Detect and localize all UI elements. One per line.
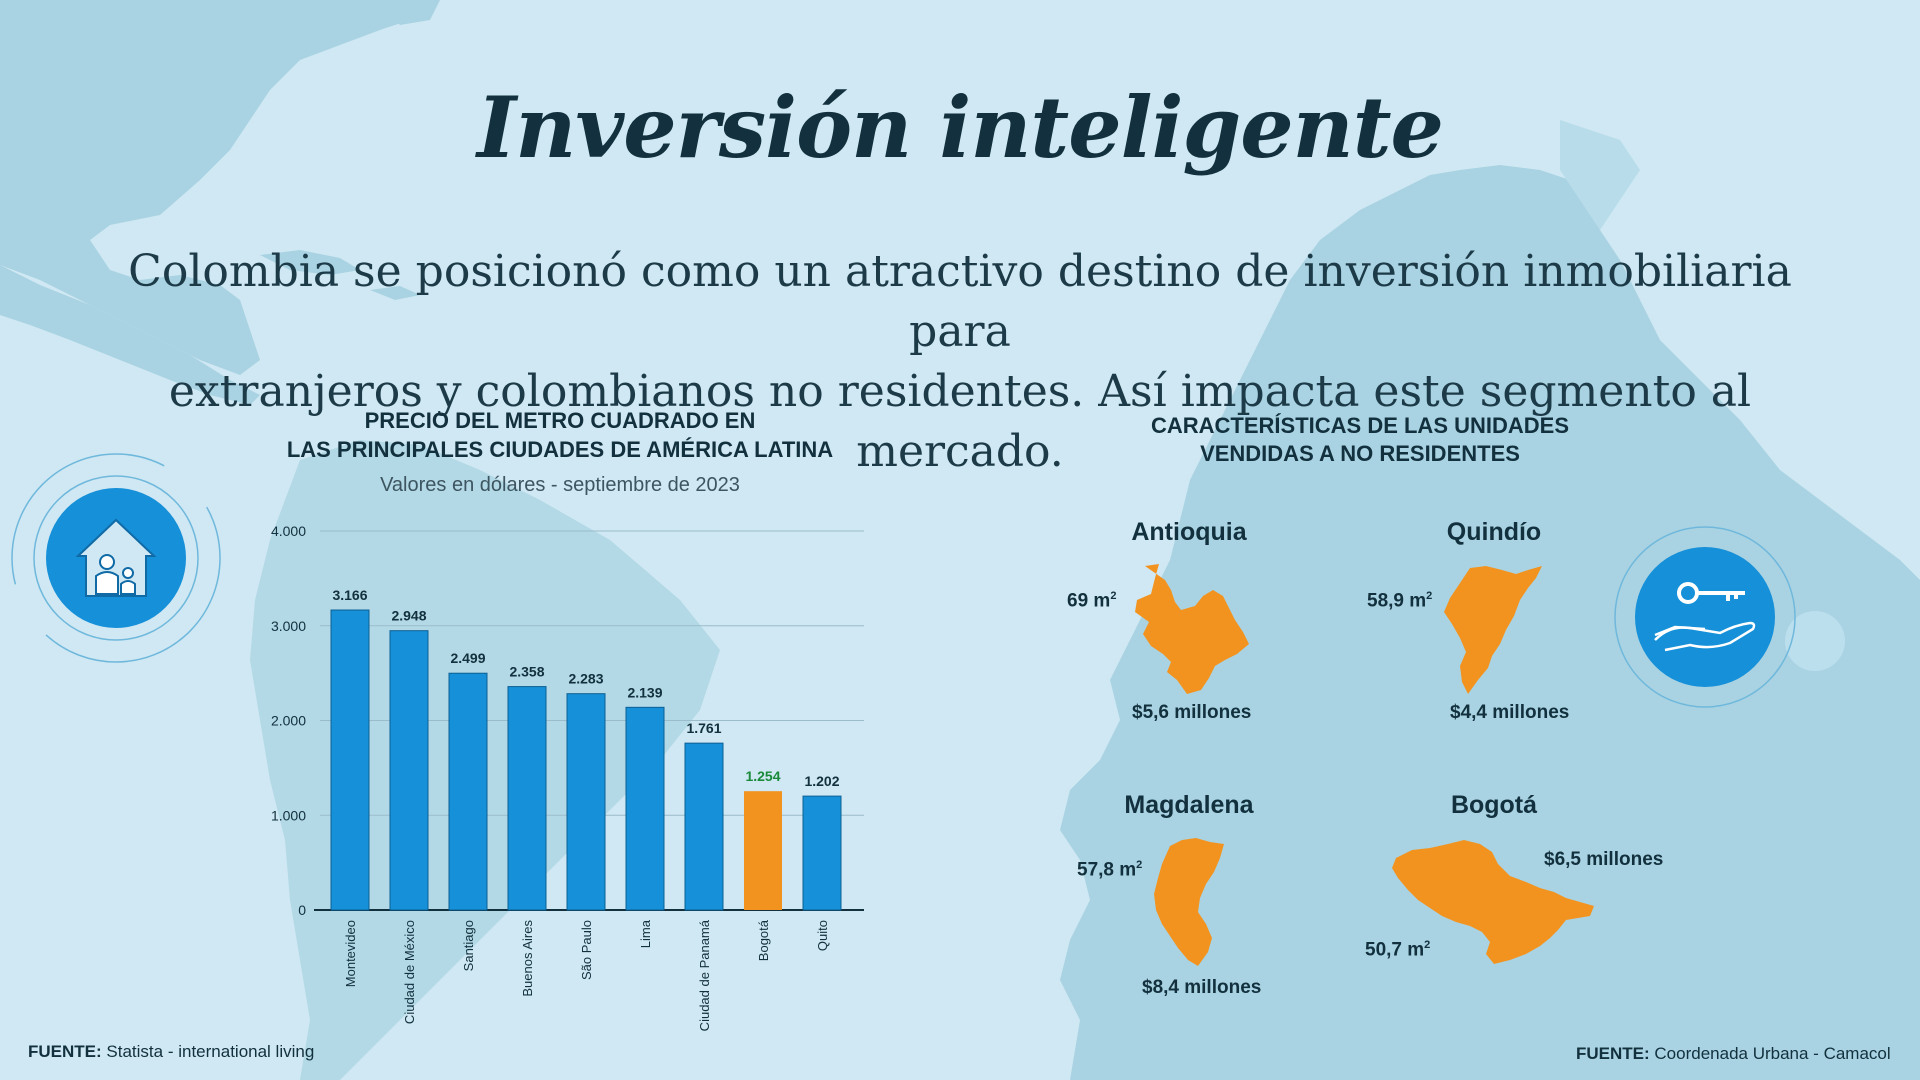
chart-title-line-1: PRECIO DEL METRO CUADRADO EN — [364, 408, 756, 433]
caribbean-island-2 — [370, 286, 420, 300]
quindio-area-value: 58,9 m — [1367, 590, 1427, 612]
region-name-quindio: Quindío — [1446, 518, 1542, 546]
bogota-area-sup: 2 — [1424, 939, 1431, 951]
chart-subtitle: Valores en dólares - septiembre de 2023 — [380, 474, 740, 496]
units-title-line-1: CARACTERÍSTICAS DE LAS UNIDADES — [1150, 413, 1570, 438]
magdalena-area-value: 57,8 m — [1077, 859, 1137, 881]
bogota-shape — [1392, 840, 1594, 964]
magdalena-price: $8,4 millones — [1142, 977, 1262, 998]
quindio-shape — [1444, 566, 1542, 694]
antioquia-area-sup: 2 — [1110, 590, 1117, 602]
caribbean-island — [260, 250, 360, 275]
venezuela-outline — [1560, 120, 1640, 230]
chart-title-line-2: LAS PRINCIPALES CIUDADES DE AMÉRICA LATI… — [286, 437, 834, 462]
chart-source: FUENTE: Statista - international living — [28, 1042, 314, 1062]
units-source-label: FUENTE: — [1576, 1044, 1650, 1063]
key-hand-icon — [1614, 526, 1845, 708]
units-section-title: CARACTERÍSTICAS DE LAS UNIDADES VENDIDAS… — [1100, 412, 1620, 468]
magdalena-shape — [1154, 838, 1224, 966]
antioquia-shape — [1135, 564, 1249, 694]
units-title-line-2: VENDIDAS A NO RESIDENTES — [1200, 441, 1520, 466]
antioquia-area-value: 69 m — [1067, 590, 1111, 612]
bogota-price: $6,5 millones — [1544, 849, 1664, 870]
quindio-price: $4,4 millones — [1450, 702, 1570, 723]
antioquia-area: 69 m2 — [1067, 590, 1116, 612]
magdalena-area-sup: 2 — [1136, 859, 1143, 871]
house-family-icon — [11, 453, 221, 663]
central-america-landmass — [0, 265, 260, 405]
quindio-area-sup: 2 — [1426, 590, 1433, 602]
units-source: FUENTE: Coordenada Urbana - Camacol — [1576, 1044, 1891, 1064]
subtitle-line-1: Colombia se posicionó como un atractivo … — [128, 246, 1792, 357]
greenland-fragment — [380, 0, 440, 25]
page-title: Inversión inteligente — [477, 78, 1444, 177]
region-name-bogota: Bogotá — [1450, 791, 1538, 819]
units-source-text: Coordenada Urbana - Camacol — [1654, 1044, 1891, 1063]
region-name-antioquia: Antioquia — [1131, 518, 1247, 546]
chart-source-text: Statista - international living — [106, 1042, 315, 1061]
bogota-area-value: 50,7 m — [1365, 939, 1425, 961]
quindio-area: 58,9 m2 — [1367, 590, 1432, 612]
region-name-magdalena: Magdalena — [1124, 791, 1254, 819]
magdalena-area: 57,8 m2 — [1077, 859, 1142, 881]
page-subtitle: Colombia se posicionó como un atractivo … — [100, 242, 1820, 482]
north-america-landmass — [0, 0, 430, 375]
chart-source-label: FUENTE: — [28, 1042, 102, 1061]
subtitle-line-2: extranjeros y colombianos no residentes.… — [168, 366, 1752, 477]
bogota-area: 50,7 m2 — [1365, 939, 1430, 961]
antioquia-price: $5,6 millones — [1132, 702, 1252, 723]
chart-title: PRECIO DEL METRO CUADRADO EN LAS PRINCIP… — [260, 406, 860, 464]
